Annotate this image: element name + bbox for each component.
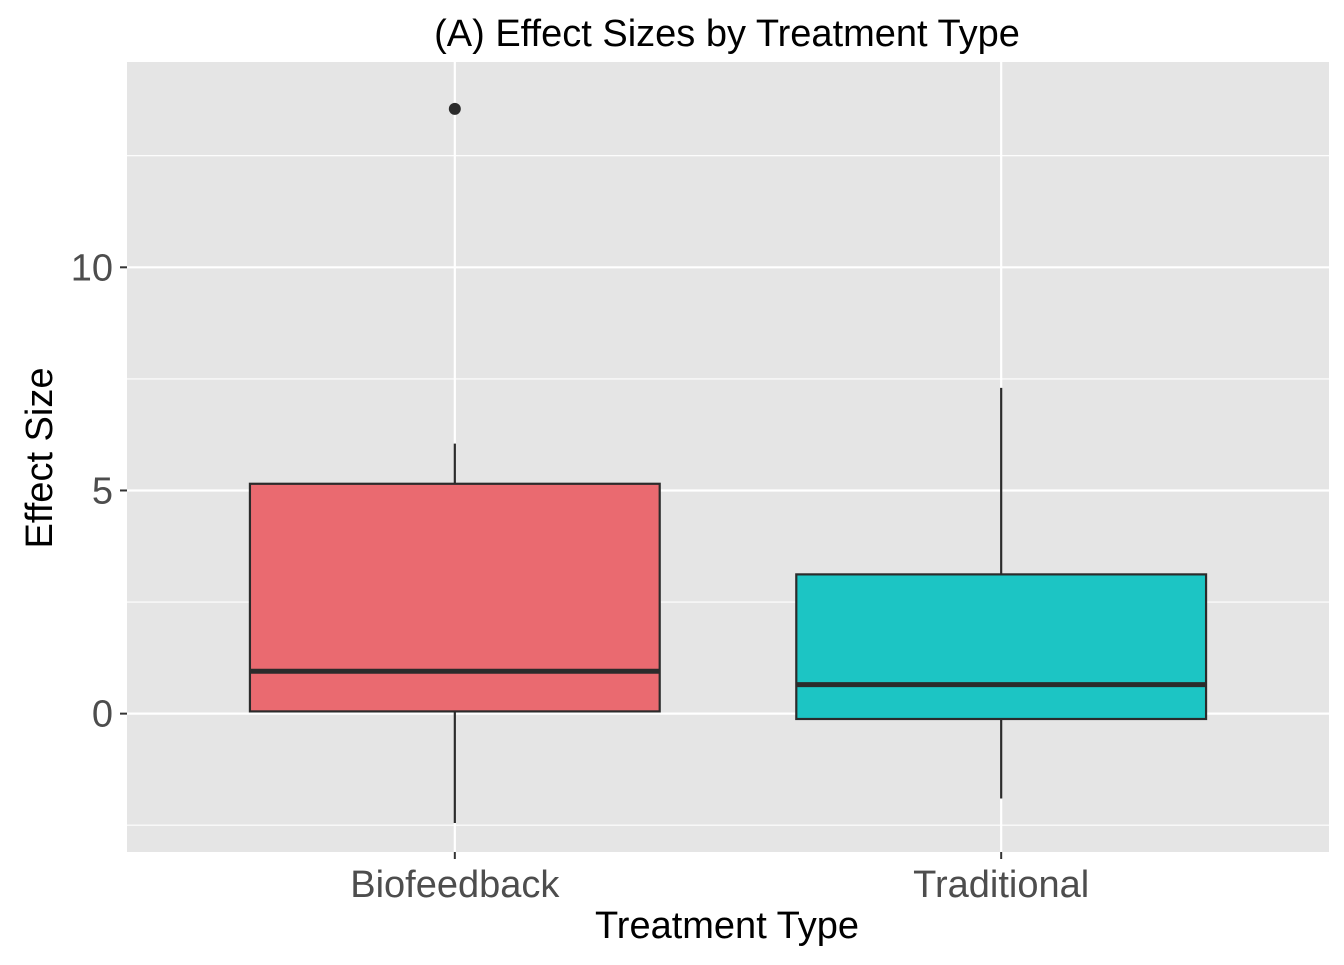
panel-background [127,62,1329,852]
y-axis-title: Effect Size [19,368,61,549]
outlier-point [448,102,461,115]
y-tick-label: 5 [92,470,113,512]
y-axis: 0 5 10 [71,247,127,736]
box-biofeedback [248,102,661,823]
x-axis: Biofeedback Traditional [350,852,1089,906]
iqr-box [795,573,1208,721]
y-tick-label: 0 [92,694,113,736]
iqr-box [248,482,661,713]
box-traditional [795,387,1208,799]
boxes [248,102,1208,823]
x-tick-label: Biofeedback [350,864,560,906]
plot-panel [127,62,1329,852]
y-tick-label: 10 [71,247,113,289]
x-tick-label: Traditional [913,864,1089,906]
x-axis-title: Treatment Type [595,905,859,947]
chart-title: (A) Effect Sizes by Treatment Type [434,13,1020,55]
